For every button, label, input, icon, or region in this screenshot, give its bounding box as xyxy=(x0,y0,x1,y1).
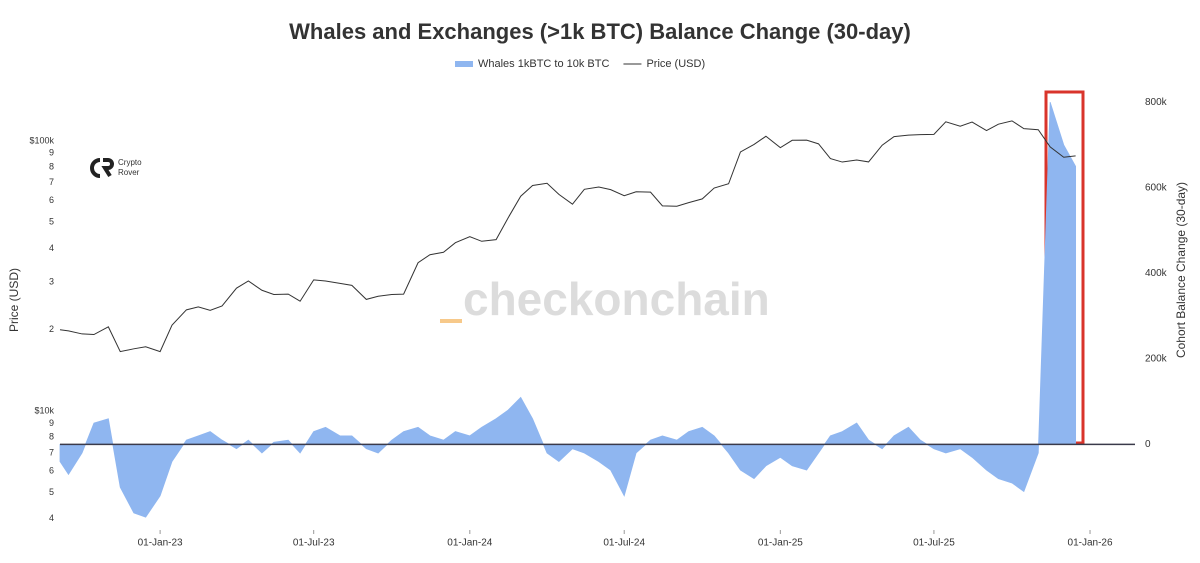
balance-area xyxy=(59,101,1077,518)
y-tick-label: 8 xyxy=(49,432,54,442)
x-tick-label: 01-Jan-25 xyxy=(758,538,803,549)
y-tick-label: $100k xyxy=(29,135,54,145)
y-tick-label: 7 xyxy=(49,447,54,457)
y-tick-label: 6 xyxy=(49,195,54,205)
chart-title: Whales and Exchanges (>1k BTC) Balance C… xyxy=(289,19,911,44)
y2-tick-label: 800k xyxy=(1145,97,1168,108)
y2-tick-label: 0 xyxy=(1145,439,1151,450)
x-tick-label: 01-Jul-24 xyxy=(603,538,645,549)
y-tick-label: 5 xyxy=(49,487,54,497)
y-tick-label: 5 xyxy=(49,217,54,227)
logo: Crypto Rover xyxy=(90,158,142,178)
y-tick-label: 8 xyxy=(49,161,54,171)
logo-icon xyxy=(101,158,114,178)
x-tick-label: 01-Jan-24 xyxy=(447,538,492,549)
watermark-mark xyxy=(440,319,462,323)
y-tick-label: 6 xyxy=(49,465,54,475)
y-tick-label: 9 xyxy=(49,148,54,158)
y-tick-label: 4 xyxy=(49,513,54,523)
y-tick-label: 3 xyxy=(49,277,54,287)
legend-label: Whales 1kBTC to 10k BTC xyxy=(478,58,609,70)
y2-axis-title: Cohort Balance Change (30-day) xyxy=(1174,182,1188,358)
y2-tick-label: 200k xyxy=(1145,353,1168,364)
y-tick-label: $10k xyxy=(34,405,54,415)
legend-label: Price (USD) xyxy=(646,58,705,70)
x-tick-label: 01-Jan-23 xyxy=(138,538,183,549)
x-tick-label: 01-Jul-23 xyxy=(293,538,335,549)
y-axis-title: Price (USD) xyxy=(7,268,21,332)
y-tick-label: 7 xyxy=(49,177,54,187)
logo-text: Crypto xyxy=(118,158,142,167)
y-tick-label: 2 xyxy=(49,324,54,334)
logo-text: Rover xyxy=(118,168,140,177)
y2-tick-label: 400k xyxy=(1145,268,1168,279)
y-tick-label: 9 xyxy=(49,418,54,428)
logo-icon xyxy=(90,158,101,178)
watermark: checkonchain xyxy=(463,273,770,325)
y-tick-label: 4 xyxy=(49,243,54,253)
price-line xyxy=(59,120,1076,353)
y2-tick-label: 600k xyxy=(1145,182,1168,193)
legend-swatch xyxy=(455,61,473,67)
x-tick-label: 01-Jan-26 xyxy=(1068,538,1113,549)
x-tick-label: 01-Jul-25 xyxy=(913,538,955,549)
